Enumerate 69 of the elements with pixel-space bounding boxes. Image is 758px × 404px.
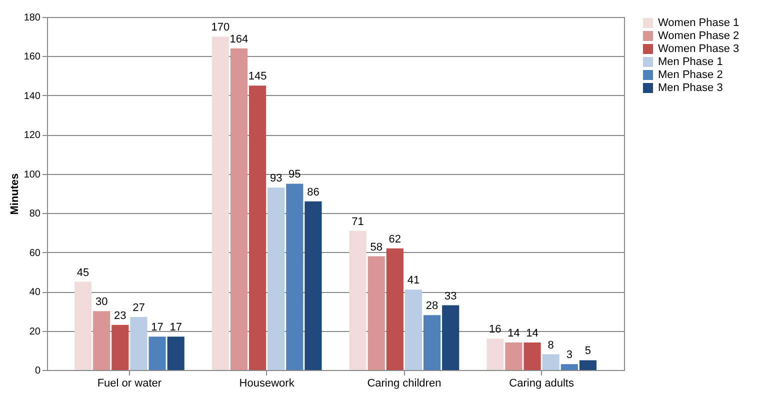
bar [286, 184, 304, 370]
y-tick-label: 60 [29, 248, 41, 259]
bar [349, 230, 366, 370]
bar [579, 360, 597, 370]
y-tick-label: 180 [24, 12, 41, 24]
bar [93, 311, 110, 370]
data-label: 62 [388, 233, 402, 246]
y-tick-label: 120 [24, 130, 41, 142]
bar [404, 290, 422, 370]
x-tick-label: Housework [239, 378, 295, 390]
bar [268, 188, 285, 370]
data-label: 27 [132, 302, 145, 314]
legend-label: Men Phase 2 [658, 69, 723, 81]
data-label: 17 [151, 322, 164, 334]
data-label: 14 [508, 328, 520, 340]
data-label: 164 [230, 33, 248, 46]
bar [560, 364, 578, 370]
data-label: 45 [76, 266, 90, 279]
data-label: 145 [248, 70, 267, 83]
x-tick-label: Fuel or water [97, 378, 162, 390]
bar [130, 317, 148, 370]
bar [74, 282, 92, 370]
data-label: 28 [426, 300, 438, 312]
bar [386, 248, 404, 370]
y-tick-label: 40 [29, 287, 41, 298]
bar [486, 338, 504, 370]
y-tick-label: 160 [24, 52, 41, 63]
data-label: 33 [444, 290, 457, 302]
y-tick-label: 20 [29, 326, 41, 338]
bar [368, 256, 385, 370]
legend-label: Women Phase 3 [658, 43, 740, 55]
bar [248, 86, 266, 370]
y-tick-label: 100 [24, 169, 41, 180]
legend-label: Men Phase 1 [658, 56, 723, 68]
y-tick-label: 0 [34, 366, 41, 376]
data-label: 8 [548, 339, 554, 352]
x-tick-label: Caring children [367, 378, 442, 390]
data-label: 16 [489, 324, 502, 336]
data-label: 41 [407, 274, 420, 287]
data-label: 30 [95, 296, 108, 308]
bar [167, 336, 184, 370]
y-tick-label: 140 [24, 90, 41, 102]
legend-label: Women Phase 1 [658, 17, 740, 29]
data-label: 14 [526, 328, 538, 340]
bar [212, 36, 229, 370]
bar [442, 305, 460, 370]
bar [148, 336, 166, 370]
data-label: 17 [170, 322, 182, 334]
data-label: 3 [566, 349, 572, 362]
data-label: 170 [211, 22, 230, 34]
data-label: 86 [307, 186, 320, 198]
data-label: 5 [584, 345, 592, 358]
legend-label: Men Phase 3 [658, 82, 723, 94]
bar [304, 201, 322, 370]
bar [524, 342, 541, 370]
bar [505, 342, 522, 370]
data-label: 93 [270, 172, 282, 185]
data-label: 71 [352, 216, 364, 228]
data-label: 23 [114, 310, 126, 322]
bar [424, 315, 441, 370]
legend-label: Women Phase 2 [658, 30, 740, 42]
x-tick-label: Caring adults [509, 378, 574, 390]
bar [542, 354, 560, 370]
bar [112, 324, 129, 370]
y-tick-label: 80 [29, 208, 41, 220]
bar [230, 48, 248, 370]
y-axis-title: Minutes [8, 173, 21, 215]
data-label: 58 [370, 241, 382, 254]
data-label: 95 [288, 168, 301, 181]
